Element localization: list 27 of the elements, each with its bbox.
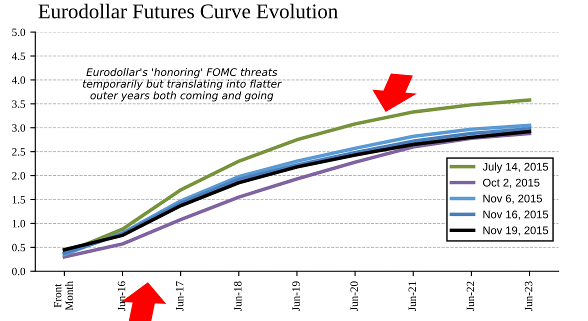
x-tick-label: Jun-19 (292, 281, 300, 311)
x-tick-label: Jun-17 (176, 281, 184, 311)
x-tick-label: Jun-16 (118, 281, 126, 311)
legend-label: Nov 19, 2015 (483, 226, 548, 236)
y-tick-label: 2.0 (12, 172, 26, 180)
y-tick-label: 5.0 (12, 28, 26, 36)
y-tick-label: 4.5 (12, 52, 26, 60)
y-tick-label: 3.5 (12, 100, 26, 108)
chart-title: Eurodollar Futures Curve Evolution (38, 4, 338, 18)
legend-label: July 14, 2015 (482, 162, 548, 173)
y-tick-label: 4.0 (12, 76, 26, 84)
y-tick-label: 3.0 (12, 124, 26, 132)
x-tick-label: Jun-21 (408, 282, 416, 311)
x-tick-label: Jun-22 (466, 282, 474, 311)
legend-label: Oct 2, 2015 (483, 178, 540, 188)
legend-label: Nov 6, 2015 (483, 194, 542, 204)
y-tick-label: 1.0 (12, 220, 26, 228)
x-tick-label: Front Month (54, 281, 73, 310)
y-tick-label: 0.5 (12, 244, 26, 252)
y-tick-label: 1.5 (12, 196, 26, 204)
x-tick-label: Jun-20 (350, 281, 358, 311)
legend-label: Nov 16, 2015 (483, 210, 548, 220)
x-tick-label: Jun-23 (524, 281, 532, 311)
y-tick-label: 2.5 (12, 148, 26, 156)
y-tick-label: 0.0 (12, 268, 26, 276)
annotation: Eurodollar's 'honoring' FOMC threats temporarily but translating into flatter outer years both coming and going (82, 68, 282, 102)
x-tick-label: Jun-18 (234, 281, 242, 311)
